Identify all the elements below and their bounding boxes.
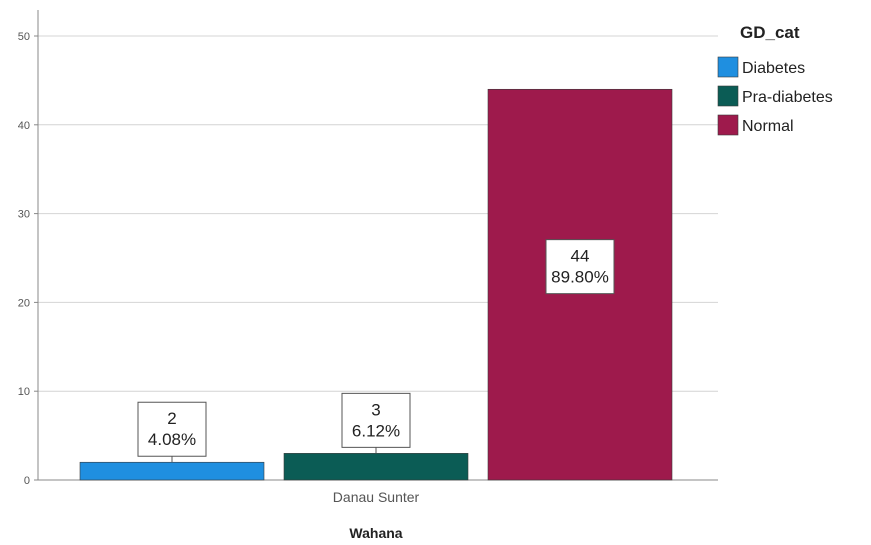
legend-swatch-diabetes (717, 56, 739, 78)
data-label-percent: 6.12% (352, 421, 400, 440)
y-tick-label: 30 (18, 209, 30, 221)
data-labels: 2 4.08% 3 6.12% 44 89.80% (137, 239, 615, 463)
y-tick-label: 0 (24, 475, 30, 487)
y-tick-label: 10 (18, 386, 30, 398)
x-tick-label: Danau Sunter (333, 489, 420, 505)
data-label-count: 2 (167, 409, 176, 428)
legend-title: GD_cat (740, 23, 800, 42)
y-tick-label: 20 (18, 297, 30, 309)
legend-swatch-normal (717, 114, 739, 136)
data-label-count: 44 (571, 247, 590, 266)
data-label-count: 3 (371, 400, 380, 419)
data-label-percent: 4.08% (148, 430, 196, 449)
data-label-box (341, 392, 411, 448)
y-tick-labels: 0 10 20 30 40 50 (18, 31, 38, 487)
legend-label: Diabetes (742, 60, 805, 77)
legend-swatch-pra-diabetes (717, 85, 739, 107)
y-tick-label: 40 (18, 120, 30, 132)
data-label-percent: 89.80% (551, 268, 609, 287)
y-tick-label: 50 (18, 31, 30, 43)
bar-diabetes (79, 461, 265, 481)
bar-pra-diabetes (283, 453, 469, 481)
x-axis-title: Wahana (349, 525, 402, 541)
legend-label: Normal (742, 118, 794, 135)
data-label-box (545, 239, 615, 295)
legend: GD_cat Diabetes Pra-diabetes Normal (717, 23, 833, 136)
data-label-box (137, 401, 207, 457)
legend-label: Pra-diabetes (742, 89, 833, 106)
